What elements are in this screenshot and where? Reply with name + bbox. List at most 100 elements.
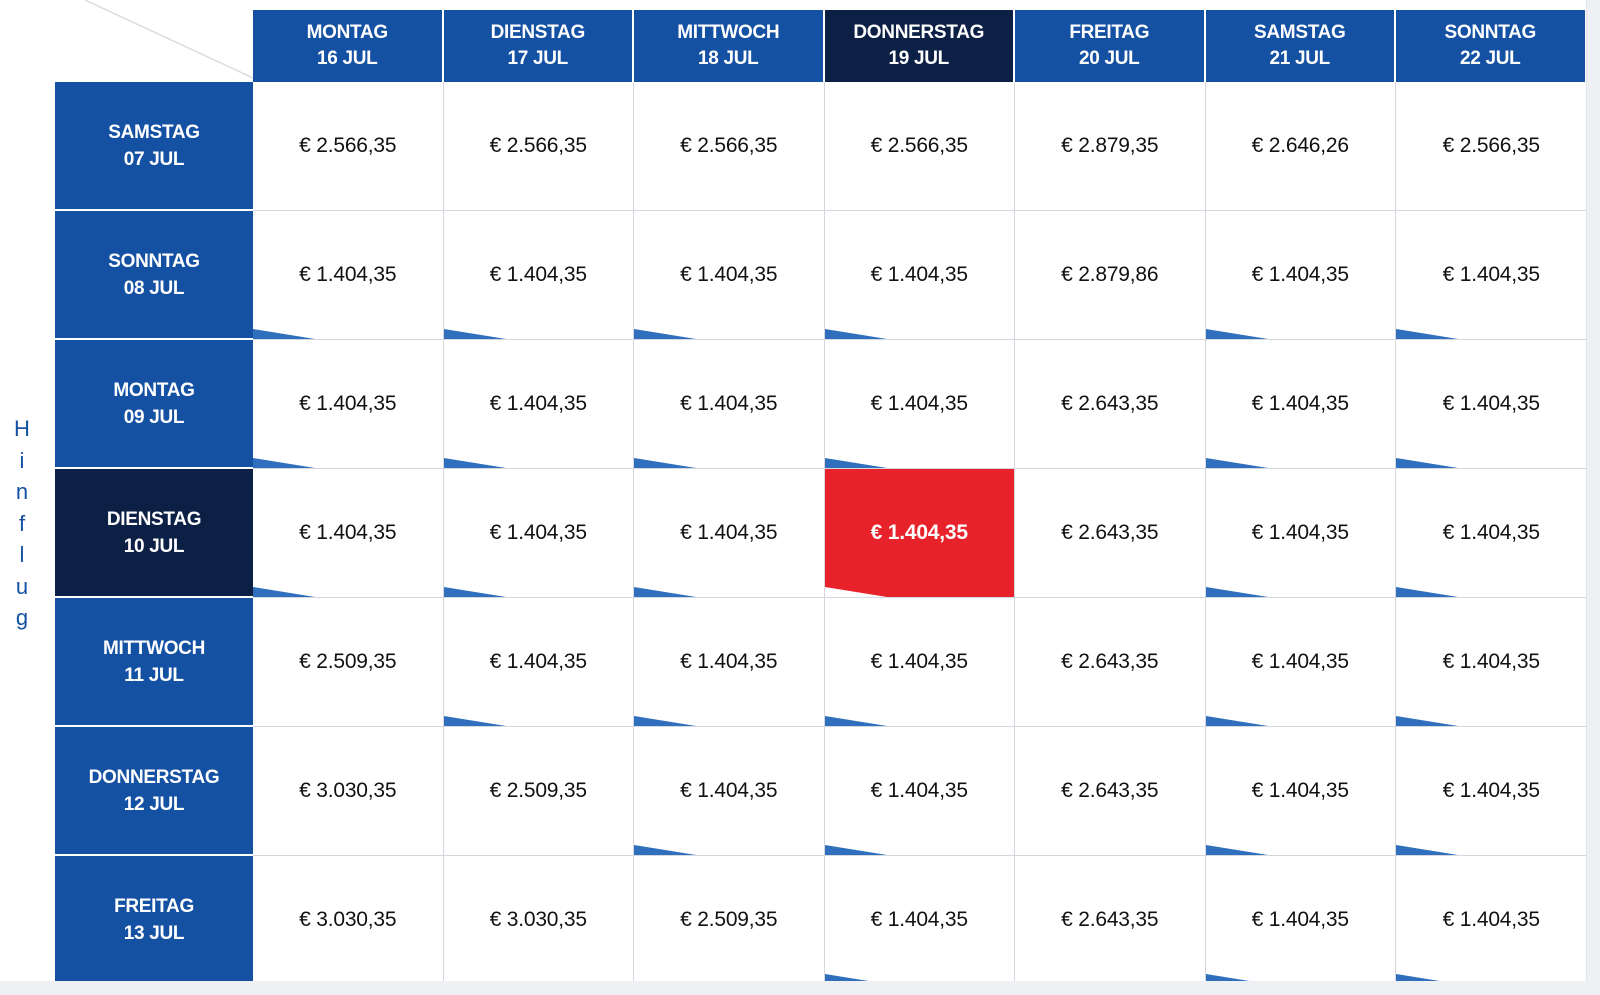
fare-cell[interactable]: € 2.643,35	[1015, 727, 1206, 856]
return-day-label: FREITAG	[1069, 22, 1150, 43]
hinflug-letter: u	[15, 573, 29, 599]
fare-cell[interactable]: € 1.404,35	[1205, 598, 1396, 727]
fare-cell[interactable]: € 2.643,35	[1015, 469, 1206, 598]
fare-price: € 1.404,35	[489, 521, 587, 544]
fare-cell[interactable]: € 1.404,35	[1205, 211, 1396, 340]
fare-cell[interactable]: € 1.404,35	[253, 340, 444, 469]
fare-cell[interactable]: € 1.404,35	[1205, 856, 1396, 985]
fare-price: € 1.404,35	[299, 521, 397, 544]
fare-cell[interactable]: € 1.404,35	[443, 211, 634, 340]
return-date-label: 18 JUL	[697, 48, 759, 69]
fare-cell[interactable]: € 1.404,35	[443, 469, 634, 598]
fare-cell[interactable]: € 3.030,35	[253, 856, 444, 985]
departure-date-header-3[interactable]: DIENSTAG 10 JUL	[55, 469, 253, 598]
fare-cell[interactable]: € 1.404,35	[634, 469, 825, 598]
fare-cell[interactable]: € 1.404,35	[1205, 727, 1396, 856]
return-date-header-6[interactable]: SONNTAG 22 JUL	[1396, 10, 1587, 82]
fare-price: € 1.404,35	[1251, 392, 1349, 415]
fare-cell[interactable]: € 2.643,35	[1015, 598, 1206, 727]
fare-cell[interactable]: € 1.404,35	[824, 598, 1015, 727]
fare-cell[interactable]: € 2.566,35	[443, 82, 634, 211]
fare-price: € 1.404,35	[1442, 779, 1540, 802]
fare-cell[interactable]: € 3.030,35	[253, 727, 444, 856]
departure-date-header-6[interactable]: FREITAG 13 JUL	[55, 856, 253, 985]
fare-price: € 2.879,35	[1061, 134, 1159, 157]
fare-cell[interactable]: € 1.404,35	[1396, 340, 1587, 469]
fare-cell[interactable]: € 1.404,35	[443, 340, 634, 469]
fare-price: € 1.404,35	[1251, 650, 1349, 673]
departure-date-header-1[interactable]: SONNTAG 08 JUL	[55, 211, 253, 340]
fare-cell[interactable]: € 1.404,35	[824, 340, 1015, 469]
return-date-label: 16 JUL	[316, 48, 378, 69]
fare-price: € 2.643,35	[1061, 908, 1159, 931]
lowest-fare-corner-marker	[443, 716, 506, 726]
fare-price: € 1.404,35	[870, 779, 968, 802]
departure-date-label: 08 JUL	[123, 277, 185, 299]
fare-cell[interactable]: € 1.404,35	[824, 727, 1015, 856]
grid-corner-empty	[55, 10, 253, 82]
return-date-header-1[interactable]: DIENSTAG 17 JUL	[443, 10, 634, 82]
fare-cell[interactable]: € 2.509,35	[443, 727, 634, 856]
fare-cell[interactable]: € 1.404,35	[253, 469, 444, 598]
lowest-fare-corner-marker	[443, 458, 506, 468]
return-date-header-3[interactable]: DONNERSTAG 19 JUL	[824, 10, 1015, 82]
fare-cell[interactable]: € 1.404,35	[1205, 340, 1396, 469]
fare-cell-selected[interactable]: € 1.404,35	[824, 469, 1015, 598]
fare-cell[interactable]: € 1.404,35	[824, 856, 1015, 985]
scrollbar-track-vertical[interactable]	[1586, 0, 1600, 995]
return-date-header-5[interactable]: SAMSTAG 21 JUL	[1205, 10, 1396, 82]
fare-cell[interactable]: € 1.404,35	[634, 598, 825, 727]
fare-cell[interactable]: € 2.879,86	[1015, 211, 1206, 340]
fare-cell[interactable]: € 2.509,35	[634, 856, 825, 985]
lowest-fare-corner-marker	[634, 716, 696, 726]
fare-cell[interactable]: € 1.404,35	[1396, 727, 1587, 856]
fare-cell[interactable]: € 1.404,35	[1396, 598, 1587, 727]
fare-cell[interactable]: € 1.404,35	[443, 598, 634, 727]
fare-cell[interactable]: € 2.879,35	[1015, 82, 1206, 211]
fare-price: € 1.404,35	[1442, 392, 1540, 415]
fare-cell[interactable]: € 1.404,35	[634, 340, 825, 469]
fare-cell[interactable]: € 2.566,35	[634, 82, 825, 211]
header-corner-diagonal	[84, 0, 253, 79]
scrollbar-track-horizontal[interactable]	[0, 981, 1600, 995]
return-date-header-0[interactable]: MONTAG 16 JUL	[253, 10, 444, 82]
fare-cell[interactable]: € 2.643,35	[1015, 340, 1206, 469]
lowest-fare-corner-marker	[824, 587, 887, 597]
departure-date-header-5[interactable]: DONNERSTAG 12 JUL	[55, 727, 253, 856]
fare-price: € 2.879,86	[1061, 263, 1159, 286]
departure-date-header-2[interactable]: MONTAG 09 JUL	[55, 340, 253, 469]
return-date-header-2[interactable]: MITTWOCH 18 JUL	[634, 10, 825, 82]
lowest-fare-corner-marker	[1396, 845, 1458, 855]
fare-cell[interactable]: € 3.030,35	[443, 856, 634, 985]
fare-cell[interactable]: € 2.643,35	[1015, 856, 1206, 985]
fare-cell[interactable]: € 1.404,35	[1205, 469, 1396, 598]
fare-cell[interactable]: € 1.404,35	[824, 211, 1015, 340]
fare-price: € 2.566,35	[489, 134, 587, 157]
fare-cell[interactable]: € 1.404,35	[634, 727, 825, 856]
departure-date-label: 07 JUL	[123, 148, 185, 170]
departure-date-header-0[interactable]: SAMSTAG 07 JUL	[55, 82, 253, 211]
departure-date-header-4[interactable]: MITTWOCH 11 JUL	[55, 598, 253, 727]
fare-cell[interactable]: € 1.404,35	[253, 211, 444, 340]
fare-cell[interactable]: € 2.566,35	[1396, 82, 1587, 211]
fare-price: € 1.404,35	[299, 263, 397, 286]
lowest-fare-corner-marker	[1205, 329, 1268, 339]
fare-price: € 2.509,35	[489, 779, 587, 802]
fare-cell[interactable]: € 1.404,35	[1396, 469, 1587, 598]
return-date-label: 20 JUL	[1078, 48, 1140, 69]
return-date-header-4[interactable]: FREITAG 20 JUL	[1015, 10, 1206, 82]
fare-price: € 1.404,35	[489, 650, 587, 673]
departure-day-label: DONNERSTAG	[88, 766, 220, 788]
return-date-label: 22 JUL	[1459, 48, 1521, 69]
fare-cell[interactable]: € 2.566,35	[824, 82, 1015, 211]
departure-date-label: 10 JUL	[123, 535, 185, 557]
fare-cell[interactable]: € 1.404,35	[1396, 211, 1587, 340]
fare-cell[interactable]: € 2.566,35	[253, 82, 444, 211]
fare-price: € 2.566,35	[870, 134, 968, 157]
departure-date-label: 13 JUL	[123, 922, 185, 944]
fare-cell[interactable]: € 1.404,35	[1396, 856, 1587, 985]
fare-cell[interactable]: € 2.646,26	[1205, 82, 1396, 211]
fare-price: € 1.404,35	[489, 263, 587, 286]
fare-cell[interactable]: € 2.509,35	[253, 598, 444, 727]
fare-cell[interactable]: € 1.404,35	[634, 211, 825, 340]
